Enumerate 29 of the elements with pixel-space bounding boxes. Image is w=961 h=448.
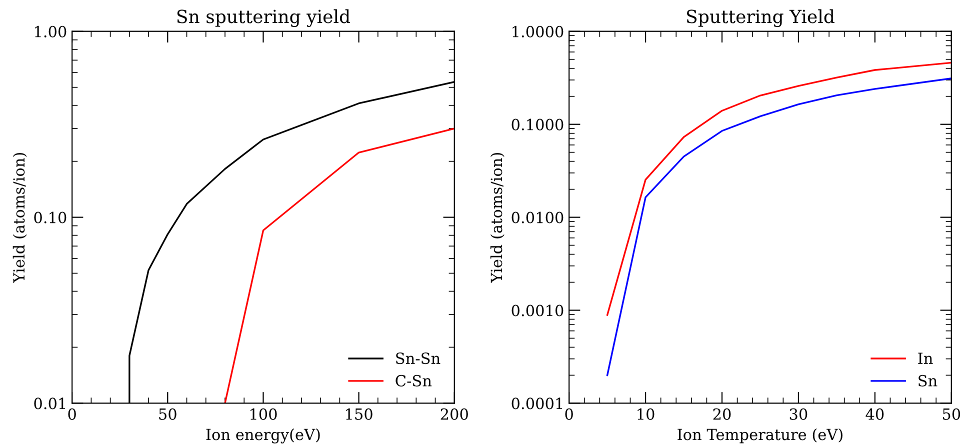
x-tick-label: 20 [713, 408, 731, 420]
x-tick-label: 0 [565, 408, 573, 420]
y-tick-label: 1.00 [35, 26, 66, 38]
y-axis-title: Yield (atoms/ion) [12, 152, 27, 283]
legend-label: C-Sn [396, 374, 432, 386]
chart-title: Sputtering Yield [687, 9, 834, 28]
legend-label: Sn-Sn [396, 352, 440, 364]
chart-title: Sn sputtering yield [177, 9, 350, 28]
x-tick-label: 100 [250, 408, 277, 420]
y-axis-title: Yield (atoms/ion) [490, 152, 504, 283]
x-tick-label: 40 [866, 408, 884, 420]
y-tick-label: 1.0000 [512, 26, 564, 38]
y-tick-label: 0.1000 [512, 118, 564, 130]
x-axis-title: Ion Temperature (eV) [678, 428, 842, 444]
y-tick-label: 0.01 [34, 398, 66, 410]
y-tick-label: 0.10 [34, 212, 66, 224]
x-tick-label: 0 [68, 408, 76, 420]
legend-label: In [918, 352, 933, 364]
y-tick-label: 0.0010 [512, 304, 564, 316]
y-tick-label: 0.0100 [512, 212, 564, 224]
x-axis-title: Ion energy(eV) [206, 428, 320, 444]
x-tick-label: 30 [790, 408, 808, 420]
x-tick-label: 10 [638, 408, 654, 420]
x-tick-label: 50 [159, 408, 176, 420]
y-tick-label: 0.0001 [512, 398, 562, 410]
legend-label: Sn [918, 374, 938, 386]
x-tick-label: 50 [942, 408, 960, 420]
x-tick-label: 200 [440, 408, 468, 420]
x-tick-label: 150 [346, 408, 372, 420]
